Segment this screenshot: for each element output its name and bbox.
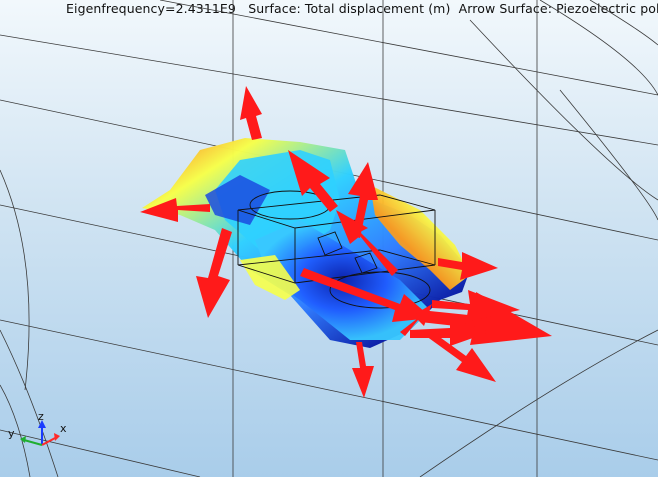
arrow-surface-label: Arrow Surface: Piezoelectric pola	[458, 1, 658, 16]
arrow-down	[352, 342, 374, 398]
axis-triad-icon	[20, 420, 60, 446]
arrow-small-lower	[400, 304, 432, 336]
arrow-long-right	[300, 268, 432, 322]
eigenfrequency-label: Eigenfrequency=2.4311E9	[66, 1, 236, 16]
arrow-left	[140, 198, 210, 222]
arrow-big-right-3	[410, 318, 490, 346]
axis-x-label: x	[60, 422, 67, 435]
surface-left-lobe	[205, 175, 270, 225]
surface-core	[255, 220, 430, 340]
axis-y-label: y	[8, 427, 15, 440]
surface-label: Surface: Total displacement (m)	[248, 1, 451, 16]
arrow-big-right-2	[432, 290, 520, 322]
arrow-big-right-1	[420, 292, 552, 345]
arrow-left-down	[196, 228, 232, 318]
arrow-down-right	[426, 330, 496, 382]
polarization-arrows	[140, 86, 552, 398]
axis-z-label: z	[38, 410, 44, 423]
arrow-right	[438, 252, 498, 280]
arrow-center-upright	[348, 162, 378, 238]
arrow-top	[240, 86, 262, 140]
arrow-center-up	[288, 150, 338, 212]
arrow-diagonal	[336, 210, 398, 276]
surface-lower-lobe	[240, 255, 300, 300]
plot-title: Eigenfrequency=2.4311E9 Surface: Total d…	[66, 1, 658, 16]
